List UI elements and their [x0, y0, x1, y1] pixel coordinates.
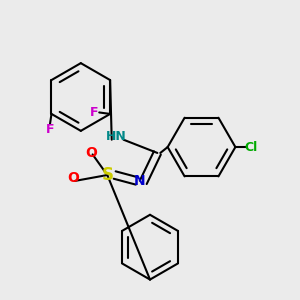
Text: Cl: Cl — [244, 141, 257, 154]
Text: F: F — [90, 106, 98, 119]
Text: F: F — [46, 123, 54, 136]
Text: O: O — [68, 171, 80, 185]
Text: O: O — [85, 146, 97, 160]
Text: N: N — [134, 174, 146, 188]
Text: HN: HN — [106, 130, 127, 143]
Text: S: S — [101, 166, 113, 184]
